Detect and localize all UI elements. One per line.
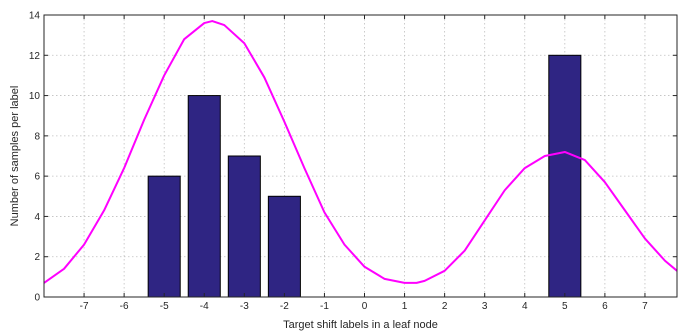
- x-tick-label: 4: [522, 301, 528, 312]
- x-tick-label: -5: [160, 301, 169, 312]
- bar: [147, 175, 181, 298]
- y-tick-label: 12: [29, 51, 41, 62]
- y-tick-label: 2: [34, 252, 40, 263]
- bar: [187, 95, 221, 298]
- x-tick-label: 1: [402, 301, 408, 312]
- x-tick-label: -4: [200, 301, 209, 312]
- x-tick-label: -1: [320, 301, 329, 312]
- bar: [267, 195, 301, 298]
- x-tick-label: 7: [642, 301, 648, 312]
- x-tick-label: 2: [442, 301, 448, 312]
- y-tick-label: 0: [34, 293, 40, 304]
- bar: [548, 54, 582, 298]
- y-tick-label: 10: [29, 91, 41, 102]
- bar: [227, 155, 261, 298]
- plot-frame: [43, 14, 678, 298]
- y-tick-label: 14: [29, 11, 41, 22]
- x-tick-label: -2: [280, 301, 289, 312]
- x-tick-label: -6: [120, 301, 129, 312]
- x-axis-label: Target shift labels in a leaf node: [283, 319, 438, 331]
- x-tick-label: 3: [482, 301, 488, 312]
- x-tick-label: 6: [602, 301, 608, 312]
- bars-layer: [147, 54, 582, 298]
- x-tick-label: -3: [240, 301, 249, 312]
- y-tick-label: 4: [34, 212, 40, 223]
- y-tick-label: 6: [34, 172, 40, 183]
- x-tick-label: 0: [362, 301, 368, 312]
- x-tick-label: 5: [562, 301, 568, 312]
- y-tick-label: 8: [34, 131, 40, 142]
- x-tick-label: -7: [80, 301, 89, 312]
- density-curve: [43, 20, 678, 284]
- grid-layer: [44, 14, 677, 298]
- y-axis-label: Number of samples per label: [9, 86, 21, 227]
